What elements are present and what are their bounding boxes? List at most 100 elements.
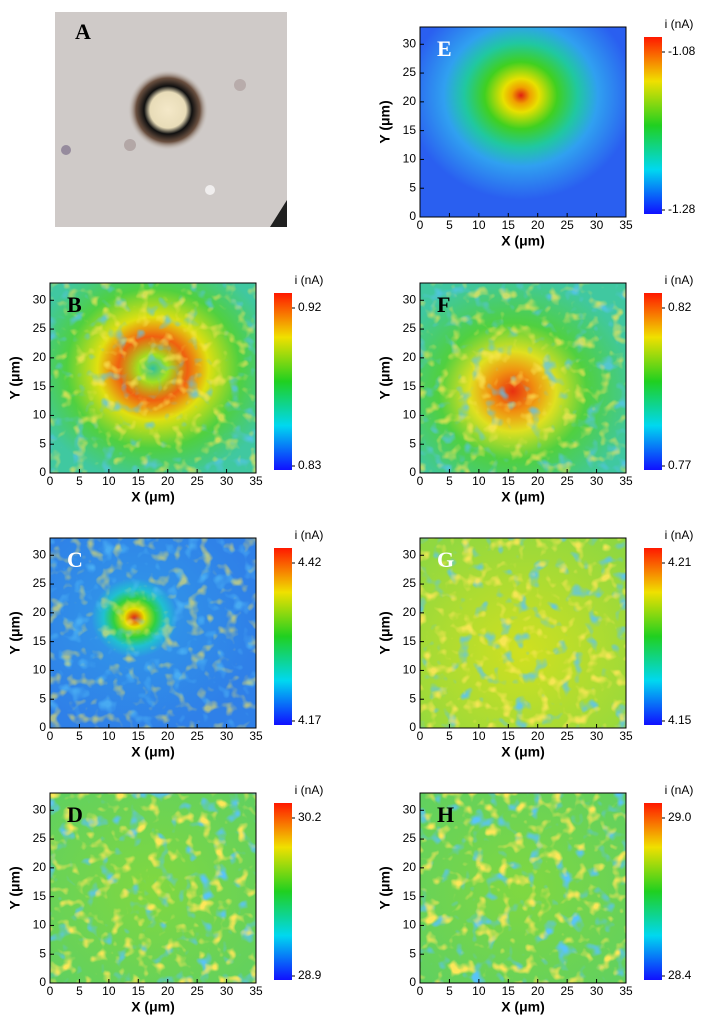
colorbar-tick-label: 4.17 <box>298 713 322 727</box>
x-tick-label: 5 <box>446 474 453 488</box>
y-axis-label: Y (μm) <box>377 100 393 143</box>
x-tick-label: 15 <box>502 474 516 488</box>
x-axis-label: X (μm) <box>131 744 175 760</box>
colorbar-label: i (nA) <box>665 273 694 287</box>
x-tick-label: 35 <box>619 474 633 488</box>
x-tick-label: 20 <box>531 218 545 232</box>
x-axis-label: X (μm) <box>501 999 545 1015</box>
colorbar-tick-label: 30.2 <box>298 810 322 824</box>
x-tick-label: 30 <box>220 729 234 743</box>
colorbar <box>644 293 662 470</box>
heatmap-texture <box>50 538 256 728</box>
x-tick-label: 35 <box>619 218 633 232</box>
x-tick-label: 10 <box>102 474 116 488</box>
x-tick-label: 15 <box>502 984 516 998</box>
y-tick-label: 20 <box>403 350 417 364</box>
y-tick-label: 0 <box>409 465 416 479</box>
x-tick-label: 10 <box>472 218 486 232</box>
y-tick-label: 20 <box>33 860 47 874</box>
y-tick-label: 20 <box>403 94 417 108</box>
y-tick-label: 25 <box>33 576 47 590</box>
heatmap-texture <box>420 793 626 983</box>
y-axis-label: Y (μm) <box>377 866 393 909</box>
x-tick-label: 25 <box>560 474 574 488</box>
x-tick-label: 0 <box>47 474 54 488</box>
y-tick-label: 0 <box>409 720 416 734</box>
heatmap-texture <box>50 793 256 983</box>
y-tick-label: 15 <box>403 634 417 648</box>
y-tick-label: 5 <box>39 946 46 960</box>
y-axis-label: Y (μm) <box>7 611 23 654</box>
y-axis-label: Y (μm) <box>377 611 393 654</box>
y-axis-label: Y (μm) <box>377 356 393 399</box>
x-tick-label: 5 <box>446 729 453 743</box>
y-tick-label: 0 <box>39 720 46 734</box>
x-tick-label: 30 <box>590 984 604 998</box>
x-tick-label: 30 <box>590 729 604 743</box>
y-tick-label: 20 <box>33 605 47 619</box>
panel-label: B <box>67 292 82 317</box>
x-axis-label: X (μm) <box>131 999 175 1015</box>
colorbar-tick-label: 4.42 <box>298 555 322 569</box>
x-tick-label: 20 <box>531 984 545 998</box>
x-tick-label: 35 <box>249 474 263 488</box>
colorbar-tick-label: -1.28 <box>668 202 696 216</box>
colorbar-tick-label: 4.21 <box>668 555 692 569</box>
heatmap-texture <box>50 283 256 473</box>
x-tick-label: 5 <box>446 218 453 232</box>
y-tick-label: 15 <box>403 379 417 393</box>
colorbar-tick-label: 0.82 <box>668 300 692 314</box>
x-tick-label: 20 <box>531 729 545 743</box>
x-tick-label: 10 <box>102 729 116 743</box>
x-tick-label: 35 <box>249 729 263 743</box>
colorbar <box>274 803 292 980</box>
y-tick-label: 30 <box>403 802 417 816</box>
x-tick-label: 5 <box>76 729 83 743</box>
x-tick-label: 10 <box>472 729 486 743</box>
y-tick-label: 25 <box>33 831 47 845</box>
colorbar-tick-label: -1.08 <box>668 44 696 58</box>
y-axis-label: Y (μm) <box>7 356 23 399</box>
y-tick-label: 25 <box>33 321 47 335</box>
y-tick-label: 10 <box>403 408 417 422</box>
y-tick-label: 5 <box>409 691 416 705</box>
y-tick-label: 30 <box>403 547 417 561</box>
panel-label: H <box>437 802 454 827</box>
y-tick-label: 0 <box>409 975 416 989</box>
panel-label: G <box>437 547 454 572</box>
x-tick-label: 0 <box>47 984 54 998</box>
panel-label: D <box>67 802 83 827</box>
x-tick-label: 5 <box>76 984 83 998</box>
x-tick-label: 0 <box>417 218 424 232</box>
x-tick-label: 25 <box>560 729 574 743</box>
colorbar-tick-label: 28.4 <box>668 968 692 982</box>
y-tick-label: 20 <box>403 860 417 874</box>
colorbar-label: i (nA) <box>295 783 324 797</box>
x-tick-label: 35 <box>619 984 633 998</box>
y-tick-label: 15 <box>33 889 47 903</box>
x-tick-label: 30 <box>590 218 604 232</box>
x-tick-label: 20 <box>531 474 545 488</box>
colorbar-tick-label: 0.83 <box>298 458 322 472</box>
x-tick-label: 30 <box>220 984 234 998</box>
panel-label: E <box>437 36 452 61</box>
colorbar-tick-label: 0.77 <box>668 458 692 472</box>
x-tick-label: 10 <box>472 984 486 998</box>
y-tick-label: 20 <box>403 605 417 619</box>
x-tick-label: 20 <box>161 729 175 743</box>
plot-frame <box>419 26 627 218</box>
y-tick-label: 0 <box>409 209 416 223</box>
y-tick-label: 5 <box>409 946 416 960</box>
colorbar-label: i (nA) <box>665 528 694 542</box>
plot-frame <box>49 537 257 729</box>
y-tick-label: 25 <box>403 65 417 79</box>
y-tick-label: 30 <box>33 547 47 561</box>
plot-frame <box>49 282 257 474</box>
x-tick-label: 25 <box>560 984 574 998</box>
plot-frame <box>419 792 627 984</box>
colorbar-label: i (nA) <box>295 273 324 287</box>
x-tick-label: 10 <box>102 984 116 998</box>
y-tick-label: 10 <box>33 408 47 422</box>
x-axis-label: X (μm) <box>501 233 545 249</box>
x-tick-label: 0 <box>47 729 54 743</box>
